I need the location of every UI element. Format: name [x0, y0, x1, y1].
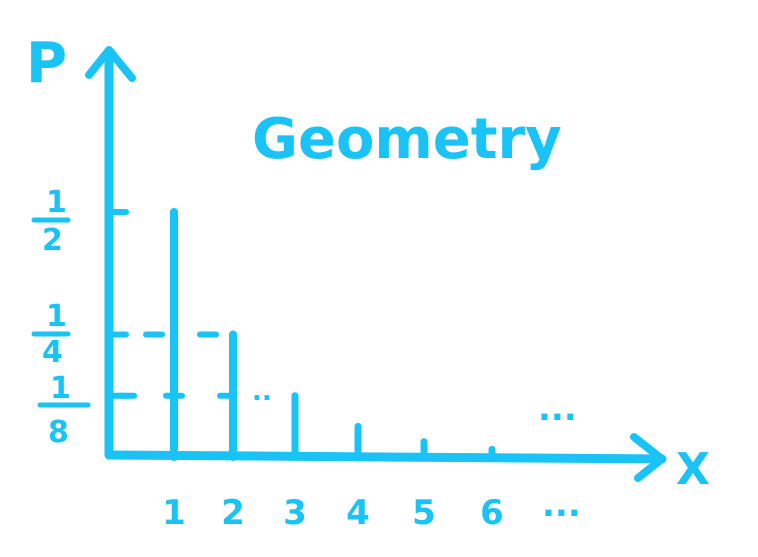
- y-axis-arrowhead: [85, 46, 136, 82]
- y-tick-numerator: 1: [46, 185, 67, 220]
- y-tick-numerator: 1: [46, 299, 67, 334]
- y-tick-labels: 1 2 1 4 1 8: [31, 185, 91, 450]
- x-axis: [104, 450, 667, 464]
- dashed-guide-lines: ..: [108, 209, 272, 407]
- dotted-marker: ..: [252, 377, 272, 407]
- x-axis-arrowhead: [630, 433, 666, 482]
- y-tick-denominator: 2: [42, 223, 63, 258]
- bars: [170, 208, 496, 461]
- chart-title: Geometry: [252, 107, 562, 172]
- y-axis-label: P: [26, 31, 67, 96]
- x-tick-label-5: 5: [412, 493, 436, 533]
- x-tick-label-3: 3: [283, 493, 307, 533]
- bar-continuation-ellipsis: ...: [538, 389, 577, 429]
- x-axis-label: X: [676, 444, 710, 495]
- x-tick-label-2: 2: [221, 493, 245, 533]
- y-tick-label-quarter: 1 4: [31, 299, 71, 370]
- y-tick-denominator: 8: [48, 415, 69, 450]
- x-tick-label-6: 6: [480, 493, 504, 533]
- y-tick-label-eighth: 1 8: [37, 371, 91, 450]
- y-tick-numerator: 1: [50, 371, 71, 406]
- x-tick-label-4: 4: [346, 493, 370, 533]
- y-tick-label-half: 1 2: [31, 185, 71, 258]
- x-tick-label-1: 1: [162, 493, 186, 533]
- y-tick-denominator: 4: [42, 335, 63, 370]
- x-continuation-ellipsis: ...: [542, 485, 581, 525]
